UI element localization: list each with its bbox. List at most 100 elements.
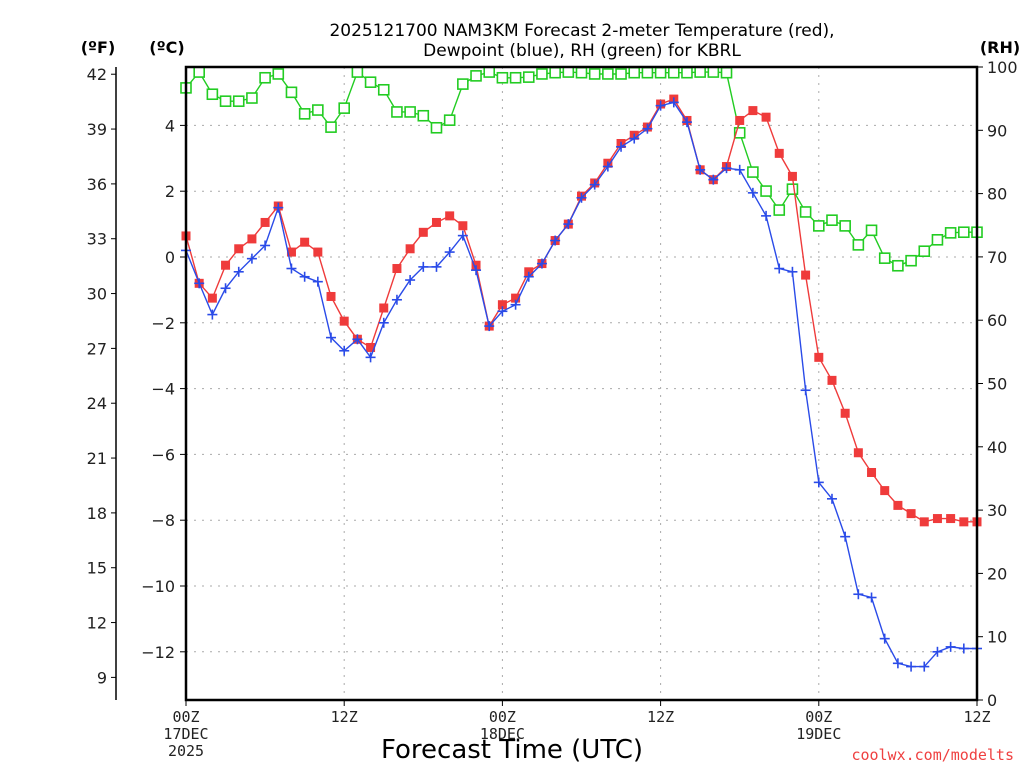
dewpoint-point (563, 219, 574, 230)
rh-point (944, 227, 957, 239)
rh-tick-label: 40 (987, 438, 1007, 457)
chart-title-line-2: Dewpoint (blue), RH (green) for KBRL (423, 41, 741, 61)
dewpoint-point (866, 592, 877, 603)
fahrenheit-tick-label: 27 (87, 339, 107, 358)
dewpoint-point (194, 278, 205, 289)
rh-point (931, 234, 944, 246)
rh-line (185, 70, 977, 267)
rh-point (892, 259, 904, 272)
time-tick-sublabel: 17DEC (163, 725, 208, 743)
chart-title-line-1: 2025121700 NAM3KM Forecast 2-meter Tempe… (329, 21, 834, 41)
rh-point (391, 106, 403, 118)
fahrenheit-unit-label: (ºF) (81, 38, 116, 57)
2-meter-temperature-point (260, 217, 270, 227)
2-meter-temperature-point (853, 448, 863, 458)
dewpoint-point (299, 271, 310, 282)
dewpoint-point (668, 97, 679, 108)
rh-point (285, 86, 298, 99)
dewpoint-point (826, 493, 837, 504)
rh-point (246, 92, 258, 104)
rh-point (667, 66, 680, 79)
time-tick-label: 00Z (172, 708, 199, 726)
rh-point (878, 252, 891, 264)
dewpoint-point (734, 164, 745, 175)
rh-point (470, 70, 482, 82)
2-meter-temperature-point (814, 352, 824, 362)
rh-point (799, 206, 812, 218)
rh-tick-label: 20 (987, 564, 1007, 583)
time-tick-label: 12Z (647, 708, 674, 726)
dewpoint-point (681, 117, 692, 128)
rh-tick-label: 60 (987, 311, 1007, 330)
2-meter-temperature-point (221, 260, 231, 270)
dewpoint-point (286, 263, 297, 274)
time-tick-sublabel: 18DEC (480, 725, 525, 743)
rh-point (865, 224, 878, 237)
rh-tick-label: 70 (987, 248, 1007, 267)
rh-point (575, 66, 588, 79)
celsius-tick-label: −4 (151, 380, 175, 399)
rh-point (404, 106, 416, 118)
fahrenheit-tick-label: 15 (87, 559, 107, 578)
series-rh (180, 66, 983, 272)
dewpoint-point (326, 332, 337, 343)
dewpoint-point (906, 661, 917, 672)
2-meter-temperature-point (893, 500, 903, 510)
time-tick-sublabel: 19DEC (796, 725, 841, 743)
rh-unit-label: (RH) (980, 38, 1020, 57)
series-layer (180, 66, 983, 672)
plot-frame (184, 65, 979, 702)
rh-point (325, 121, 337, 133)
dewpoint-point (945, 641, 956, 652)
2-meter-temperature-point (326, 291, 336, 301)
dewpoint-point (550, 235, 561, 246)
time-tick-label: 12Z (331, 708, 358, 726)
celsius-tick-label: 0 (165, 248, 175, 267)
rh-tick-label: 100 (987, 58, 1018, 77)
2-meter-temperature-point (313, 247, 323, 257)
fahrenheit-tick-label: 30 (87, 285, 107, 304)
2-meter-temperature-point (445, 211, 455, 221)
credit-link[interactable]: coolwx.com/modelts (851, 746, 1014, 764)
rh-point (720, 66, 733, 79)
rh-point (694, 66, 706, 78)
series-2-meter-temperature (181, 94, 982, 527)
dewpoint-point (523, 271, 534, 282)
2-meter-temperature-point (946, 514, 956, 524)
rh-point (852, 239, 865, 251)
dewpoint-point (444, 247, 455, 258)
dewpoint-point (246, 253, 257, 264)
rh-point (733, 127, 746, 139)
rh-point (298, 108, 311, 120)
celsius-unit-label: (ºC) (149, 38, 184, 57)
2-meter-temperature-point (959, 517, 969, 527)
series-dewpoint (181, 97, 982, 672)
dewpoint-point (484, 321, 495, 332)
fahrenheit-tick-label: 39 (87, 120, 107, 139)
dewpoint-point (695, 164, 706, 175)
2-meter-temperature-point (366, 342, 376, 352)
dewpoint-point (207, 309, 218, 320)
dewpoint-point (813, 477, 824, 488)
time-tick-label: 12Z (963, 708, 990, 726)
rh-point (615, 68, 627, 80)
rh-point (588, 68, 601, 80)
dewpoint-point (774, 263, 785, 274)
rh-point (654, 66, 667, 79)
fahrenheit-tick-label: 24 (87, 394, 107, 413)
2-meter-temperature-point (880, 486, 890, 496)
2-meter-temperature-point (906, 509, 916, 519)
celsius-tick-label: −8 (151, 511, 175, 530)
2-meter-temperature-point (774, 148, 784, 158)
2-meter-temperature-point (748, 106, 758, 116)
time-tick-label: 00Z (805, 708, 832, 726)
dewpoint-point (747, 187, 758, 198)
2-meter-temperature-line (185, 98, 977, 523)
rh-point (193, 66, 205, 78)
rh-point (707, 66, 720, 78)
dewpoint-point (879, 633, 890, 644)
rh-point (773, 204, 786, 216)
rh-point (747, 166, 759, 178)
rh-point (312, 104, 324, 116)
2-meter-temperature-point (497, 300, 507, 310)
